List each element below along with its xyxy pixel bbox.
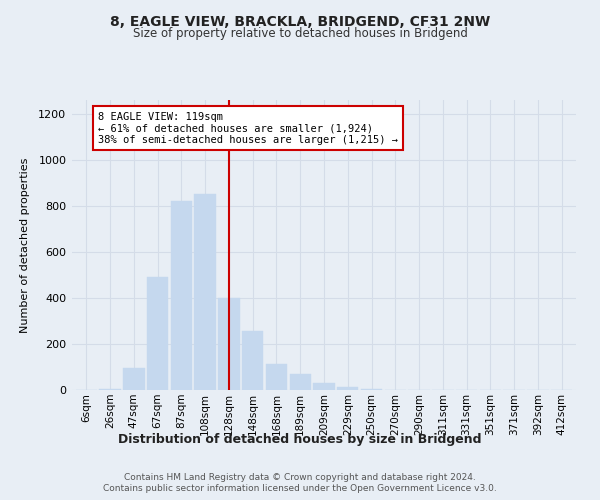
Text: 8 EAGLE VIEW: 119sqm
← 61% of detached houses are smaller (1,924)
38% of semi-de: 8 EAGLE VIEW: 119sqm ← 61% of detached h… <box>98 112 398 144</box>
Bar <box>170 202 192 390</box>
Text: Distribution of detached houses by size in Bridgend: Distribution of detached houses by size … <box>118 432 482 446</box>
Bar <box>266 364 287 390</box>
Bar <box>100 389 121 390</box>
Bar <box>361 389 382 390</box>
Bar <box>242 332 263 390</box>
Bar <box>290 374 311 390</box>
Bar <box>123 368 145 390</box>
Text: Size of property relative to detached houses in Bridgend: Size of property relative to detached ho… <box>133 28 467 40</box>
Bar <box>218 298 239 390</box>
Text: Contains public sector information licensed under the Open Government Licence v3: Contains public sector information licen… <box>103 484 497 493</box>
Bar <box>147 277 168 390</box>
Bar <box>313 382 335 390</box>
Text: Contains HM Land Registry data © Crown copyright and database right 2024.: Contains HM Land Registry data © Crown c… <box>124 472 476 482</box>
Bar <box>194 194 216 390</box>
Y-axis label: Number of detached properties: Number of detached properties <box>20 158 30 332</box>
Bar <box>337 386 358 390</box>
Text: 8, EAGLE VIEW, BRACKLA, BRIDGEND, CF31 2NW: 8, EAGLE VIEW, BRACKLA, BRIDGEND, CF31 2… <box>110 15 490 29</box>
